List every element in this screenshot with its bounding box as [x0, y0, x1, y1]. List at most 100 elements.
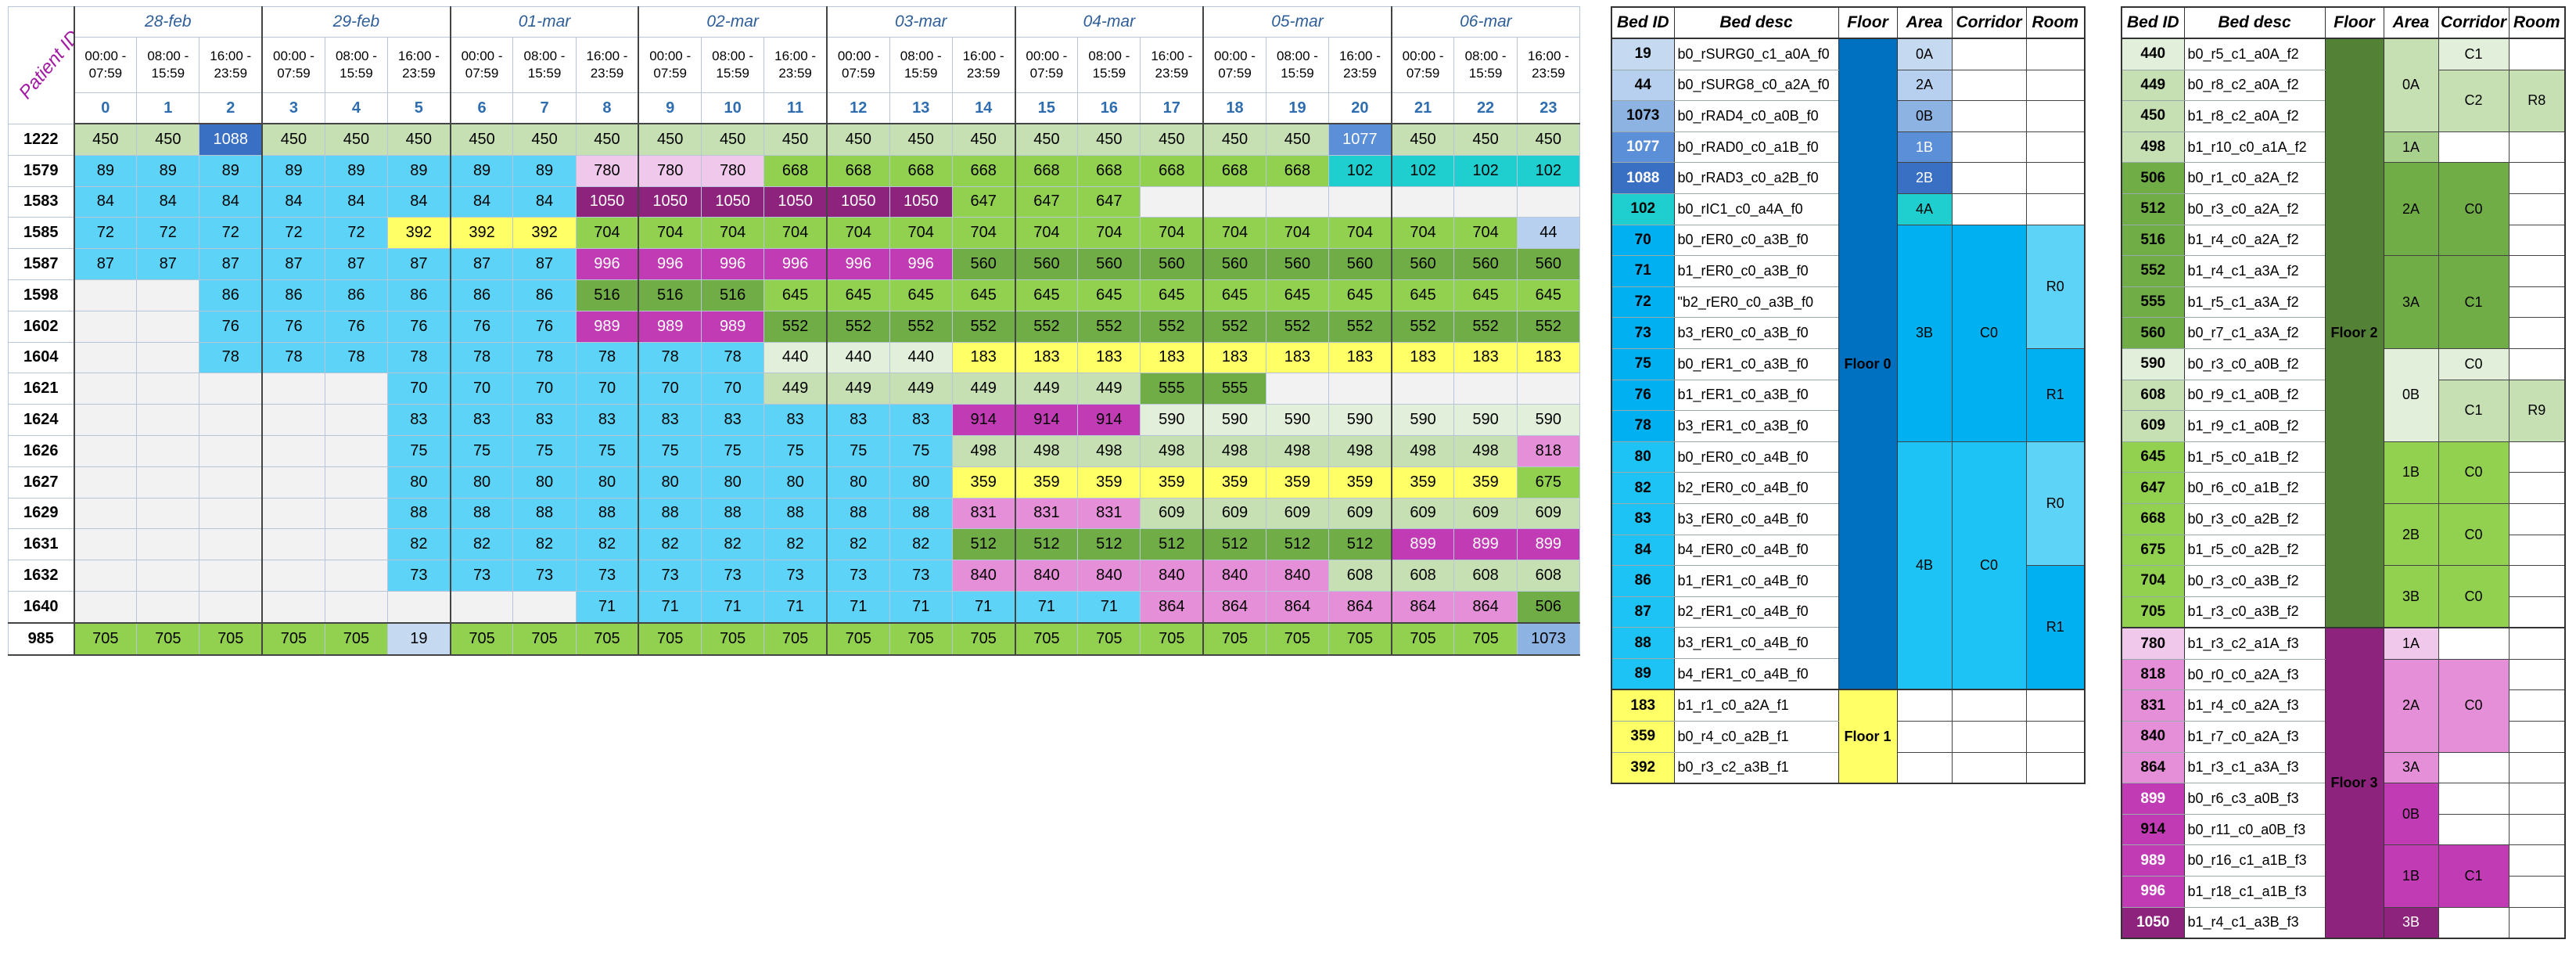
bed-assignment-cell[interactable] — [136, 528, 200, 561]
bed-assignment-cell[interactable]: 71 — [638, 590, 702, 624]
bed-assignment-cell[interactable] — [199, 497, 263, 530]
bed-assignment-cell[interactable]: 560 — [1328, 248, 1392, 280]
bed-assignment-cell[interactable]: 82 — [763, 528, 828, 561]
bed-assignment-cell[interactable]: 704 — [825, 217, 890, 250]
bed-assignment-cell[interactable]: 75 — [763, 434, 828, 467]
bed-assignment-cell[interactable]: 645 — [1202, 279, 1266, 311]
bed-assignment-cell[interactable]: 512 — [1265, 528, 1330, 561]
bed-assignment-cell[interactable]: 80 — [825, 466, 890, 499]
bed-assignment-cell[interactable] — [136, 404, 200, 436]
bed-assignment-cell[interactable]: 82 — [825, 528, 890, 561]
bed-assignment-cell[interactable]: 914 — [951, 404, 1016, 436]
bed-assignment-cell[interactable]: 450 — [1014, 123, 1079, 156]
bed-assignment-cell[interactable] — [261, 373, 325, 405]
bed-assignment-cell[interactable]: 88 — [889, 497, 953, 530]
bed-assignment-cell[interactable]: 183 — [951, 341, 1016, 374]
bed-assignment-cell[interactable] — [199, 590, 263, 624]
bed-assignment-cell[interactable]: 704 — [763, 217, 828, 250]
bed-assignment-cell[interactable] — [73, 310, 138, 343]
bed-assignment-cell[interactable]: 89 — [324, 154, 389, 187]
bed-assignment-cell[interactable]: 76 — [261, 310, 325, 343]
bed-assignment-cell[interactable]: 450 — [701, 123, 765, 156]
bed-assignment-cell[interactable]: 450 — [889, 123, 953, 156]
bed-assignment-cell[interactable] — [199, 560, 263, 592]
bed-assignment-cell[interactable]: 88 — [638, 497, 702, 530]
bed-id[interactable]: 44 — [1611, 69, 1675, 102]
bed-assignment-cell[interactable]: 450 — [638, 123, 702, 156]
bed-assignment-cell[interactable] — [261, 590, 325, 624]
bed-assignment-cell[interactable]: 608 — [1328, 560, 1392, 592]
bed-assignment-cell[interactable]: 450 — [1202, 123, 1266, 156]
bed-assignment-cell[interactable]: 71 — [763, 590, 828, 624]
bed-assignment-cell[interactable]: 647 — [951, 185, 1016, 218]
bed-assignment-cell[interactable]: 75 — [825, 434, 890, 467]
bed-assignment-cell[interactable]: 552 — [1328, 310, 1392, 343]
bed-assignment-cell[interactable]: 78 — [575, 341, 639, 374]
bed-assignment-cell[interactable]: 840 — [1077, 560, 1141, 592]
bed-assignment-cell[interactable]: 704 — [638, 217, 702, 250]
bed-assignment-cell[interactable]: 359 — [1390, 466, 1455, 499]
bed-assignment-cell[interactable]: 705 — [1453, 621, 1518, 656]
bed-assignment-cell[interactable]: 88 — [449, 497, 514, 530]
bed-assignment-cell[interactable]: 609 — [1390, 497, 1455, 530]
bed-assignment-cell[interactable]: 552 — [1202, 310, 1266, 343]
bed-assignment-cell[interactable]: 840 — [1265, 560, 1330, 592]
bed-assignment-cell[interactable] — [324, 434, 389, 467]
bed-assignment-cell[interactable]: 1073 — [1516, 621, 1581, 656]
bed-assignment-cell[interactable]: 76 — [387, 310, 451, 343]
bed-assignment-cell[interactable]: 864 — [1328, 590, 1392, 624]
bed-assignment-cell[interactable]: 88 — [387, 497, 451, 530]
bed-assignment-cell[interactable]: 1050 — [763, 185, 828, 218]
bed-assignment-cell[interactable]: 80 — [449, 466, 514, 499]
bed-assignment-cell[interactable]: 80 — [512, 466, 577, 499]
bed-assignment-cell[interactable]: 71 — [1077, 590, 1141, 624]
bed-assignment-cell[interactable]: 705 — [1202, 621, 1266, 656]
bed-assignment-cell[interactable]: 87 — [73, 248, 138, 280]
bed-assignment-cell[interactable]: 498 — [1202, 434, 1266, 467]
bed-assignment-cell[interactable]: 645 — [1265, 279, 1330, 311]
bed-assignment-cell[interactable]: 84 — [73, 185, 138, 218]
bed-assignment-cell[interactable]: 1050 — [825, 185, 890, 218]
bed-assignment-cell[interactable]: 668 — [1014, 154, 1079, 187]
bed-assignment-cell[interactable]: 555 — [1202, 373, 1266, 405]
bed-assignment-cell[interactable]: 705 — [825, 621, 890, 656]
bed-assignment-cell[interactable]: 647 — [1014, 185, 1079, 218]
bed-assignment-cell[interactable]: 704 — [1140, 217, 1204, 250]
bed-assignment-cell[interactable]: 552 — [1516, 310, 1581, 343]
bed-assignment-cell[interactable]: 70 — [575, 373, 639, 405]
bed-id[interactable]: 89 — [1611, 657, 1675, 690]
bed-id[interactable]: 1073 — [1611, 100, 1675, 132]
bed-assignment-cell[interactable]: 560 — [1140, 248, 1204, 280]
bed-assignment-cell[interactable]: 704 — [1328, 217, 1392, 250]
bed-assignment-cell[interactable]: 705 — [199, 621, 263, 656]
bed-id[interactable]: 80 — [1611, 441, 1675, 473]
bed-id[interactable]: 590 — [2121, 347, 2185, 380]
bed-assignment-cell[interactable]: 87 — [199, 248, 263, 280]
bed-assignment-cell[interactable]: 704 — [1014, 217, 1079, 250]
bed-assignment-cell[interactable]: 498 — [1265, 434, 1330, 467]
bed-assignment-cell[interactable]: 609 — [1328, 497, 1392, 530]
bed-assignment-cell[interactable]: 590 — [1265, 404, 1330, 436]
bed-assignment-cell[interactable]: 84 — [512, 185, 577, 218]
bed-assignment-cell[interactable]: 645 — [1140, 279, 1204, 311]
bed-id[interactable]: 392 — [1611, 751, 1675, 784]
bed-assignment-cell[interactable]: 359 — [1014, 466, 1079, 499]
bed-assignment-cell[interactable]: 84 — [387, 185, 451, 218]
bed-assignment-cell[interactable]: 498 — [1014, 434, 1079, 467]
bed-assignment-cell[interactable]: 668 — [1265, 154, 1330, 187]
bed-assignment-cell[interactable]: 88 — [701, 497, 765, 530]
bed-id[interactable]: 516 — [2121, 224, 2185, 257]
bed-assignment-cell[interactable] — [199, 528, 263, 561]
bed-assignment-cell[interactable]: 512 — [1328, 528, 1392, 561]
bed-assignment-cell[interactable]: 498 — [951, 434, 1016, 467]
bed-assignment-cell[interactable]: 1050 — [575, 185, 639, 218]
bed-assignment-cell[interactable]: 80 — [575, 466, 639, 499]
bed-assignment-cell[interactable]: 73 — [575, 560, 639, 592]
bed-assignment-cell[interactable]: 450 — [1140, 123, 1204, 156]
bed-assignment-cell[interactable]: 512 — [1077, 528, 1141, 561]
bed-assignment-cell[interactable]: 864 — [1390, 590, 1455, 624]
bed-assignment-cell[interactable]: 560 — [1390, 248, 1455, 280]
bed-assignment-cell[interactable] — [1328, 373, 1392, 405]
bed-assignment-cell[interactable] — [73, 466, 138, 499]
bed-assignment-cell[interactable]: 392 — [512, 217, 577, 250]
